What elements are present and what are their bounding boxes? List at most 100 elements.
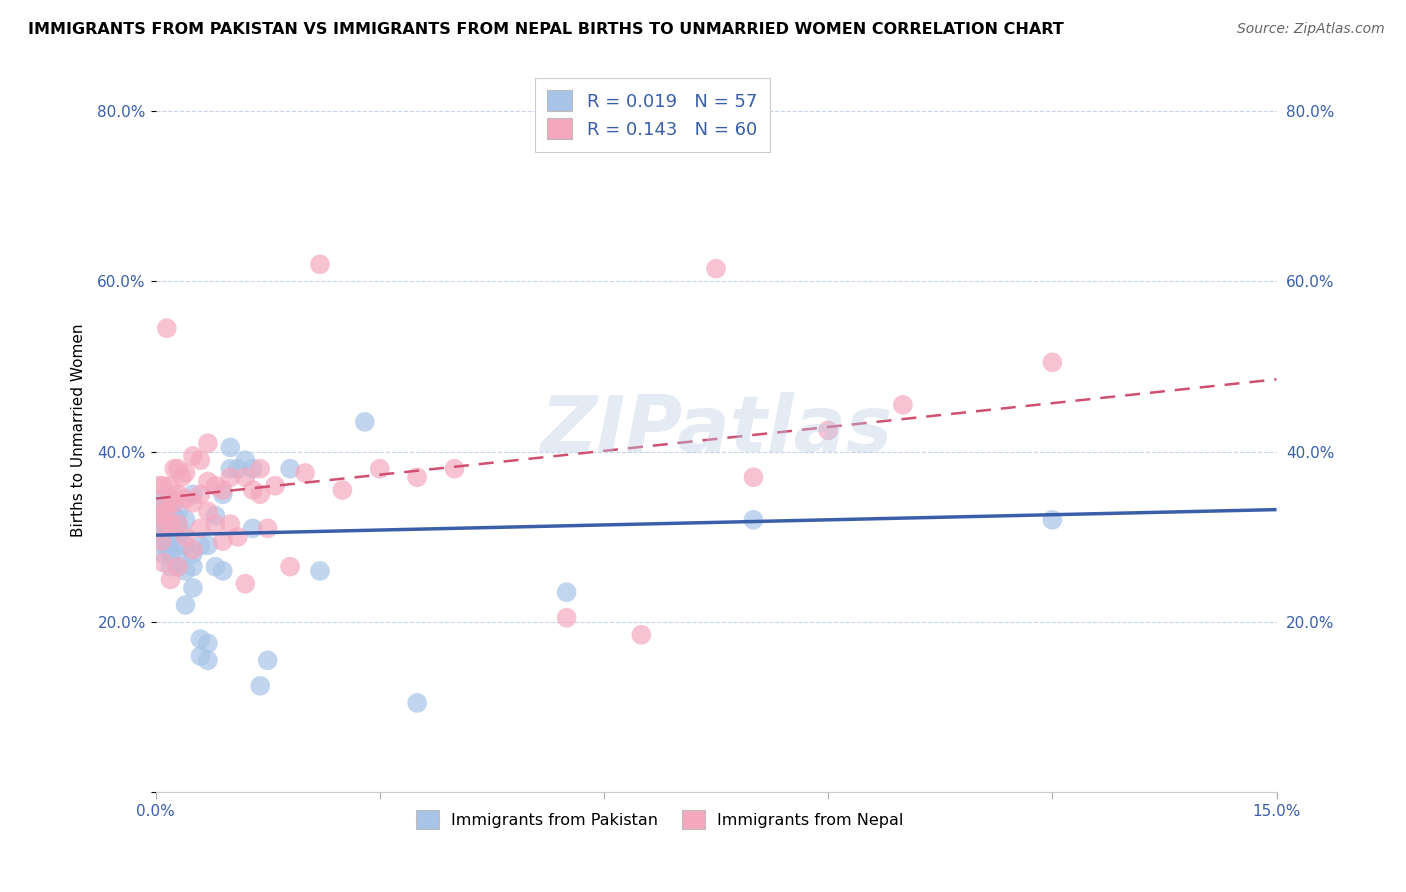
Point (148, 525, 170, 540)
Point (226, 461, 249, 475)
Point (211, 483, 233, 497)
Point (555, 585, 578, 599)
Point (204, 517, 226, 532)
Point (167, 538, 190, 552)
Point (219, 470, 242, 484)
Point (190, 453, 212, 467)
Point (167, 504, 190, 518)
Point (152, 517, 174, 532)
Point (159, 504, 181, 518)
Point (742, 513, 765, 527)
Point (219, 461, 242, 475)
Point (264, 479, 287, 493)
Point (233, 470, 256, 484)
Point (152, 517, 174, 532)
Point (443, 461, 465, 475)
Point (150, 534, 173, 549)
Point (332, 483, 354, 497)
Point (406, 696, 429, 710)
Point (309, 564, 332, 578)
Legend: Immigrants from Pakistan, Immigrants from Nepal: Immigrants from Pakistan, Immigrants fro… (409, 804, 910, 835)
Point (174, 491, 197, 506)
Point (181, 487, 204, 501)
Point (174, 466, 197, 480)
Point (159, 573, 181, 587)
Point (190, 487, 212, 501)
Point (211, 534, 233, 549)
Point (368, 461, 391, 475)
Point (190, 538, 212, 552)
Point (159, 479, 181, 493)
Point (219, 441, 242, 455)
Point (249, 679, 271, 693)
Text: ZIPatlas: ZIPatlas (540, 392, 893, 468)
Point (163, 461, 186, 475)
Point (152, 479, 174, 493)
Point (817, 424, 839, 438)
Point (167, 461, 190, 475)
Point (1040, 513, 1063, 527)
Point (204, 559, 226, 574)
Point (190, 632, 212, 646)
Point (278, 559, 301, 574)
Point (181, 496, 204, 510)
Point (152, 530, 174, 544)
Point (181, 449, 204, 463)
Point (278, 461, 301, 475)
Point (704, 261, 727, 276)
Point (197, 538, 219, 552)
Point (406, 470, 429, 484)
Point (167, 517, 190, 532)
Point (249, 461, 271, 475)
Point (159, 491, 181, 506)
Point (148, 508, 170, 523)
Text: IMMIGRANTS FROM PAKISTAN VS IMMIGRANTS FROM NEPAL BIRTHS TO UNMARRIED WOMEN CORR: IMMIGRANTS FROM PAKISTAN VS IMMIGRANTS F… (28, 22, 1064, 37)
Point (249, 487, 271, 501)
Point (219, 517, 242, 532)
Point (353, 415, 375, 429)
Point (167, 559, 190, 574)
Point (181, 559, 204, 574)
Point (159, 534, 181, 549)
Point (148, 479, 170, 493)
Point (181, 581, 204, 595)
Point (197, 475, 219, 489)
Point (159, 559, 181, 574)
Point (891, 398, 914, 412)
Point (1040, 355, 1063, 369)
Point (190, 521, 212, 535)
Point (197, 636, 219, 650)
Point (159, 525, 181, 540)
Point (170, 525, 193, 540)
Point (163, 496, 186, 510)
Point (148, 517, 170, 532)
Point (174, 538, 197, 552)
Point (156, 504, 179, 518)
Point (167, 517, 190, 532)
Point (233, 576, 256, 591)
Point (197, 504, 219, 518)
Point (156, 534, 179, 549)
Point (170, 470, 193, 484)
Point (150, 534, 173, 549)
Point (242, 461, 264, 475)
Point (211, 487, 233, 501)
Point (226, 530, 249, 544)
Point (152, 547, 174, 561)
Point (152, 508, 174, 523)
Point (152, 555, 174, 569)
Point (163, 521, 186, 535)
Point (167, 487, 190, 501)
Point (174, 598, 197, 612)
Point (159, 517, 181, 532)
Point (555, 611, 578, 625)
Point (197, 436, 219, 450)
Point (204, 508, 226, 523)
Point (156, 321, 179, 335)
Point (148, 500, 170, 514)
Point (181, 542, 204, 557)
Point (163, 508, 186, 523)
Point (211, 564, 233, 578)
Point (181, 547, 204, 561)
Point (309, 257, 332, 271)
